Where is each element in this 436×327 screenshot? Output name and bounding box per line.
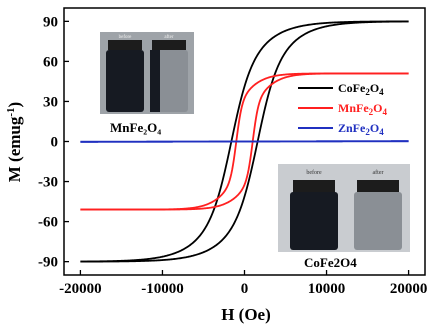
x-tick-label: 0 — [241, 281, 249, 297]
y-axis-title: M (emug-1) — [5, 102, 24, 182]
photo-right-caption: CoFe2O4 — [304, 255, 357, 270]
photo-left-after-label: after — [164, 35, 173, 40]
legend-label-mnfe2o4: MnFe2O4 — [338, 101, 388, 117]
legend: CoFe2O4 MnFe2O4 ZnFe2O4 — [298, 81, 388, 137]
y-tick-label: 0 — [51, 135, 59, 151]
photo-left-before-label: before — [119, 35, 133, 40]
y-tick-label: -90 — [38, 255, 58, 271]
photo-right-vial-after-cap — [357, 180, 399, 192]
y-tick-label: 30 — [43, 94, 58, 110]
x-tick-label: 10000 — [308, 281, 346, 297]
legend-label-cofe2o4: CoFe2O4 — [338, 81, 384, 97]
y-tick-label: -60 — [38, 215, 58, 231]
hysteresis-curves — [80, 20, 409, 263]
photo-inset-mnfe2o4: before after MnFe₂O₄ — [100, 32, 194, 135]
photo-left-vial-after-sediment — [150, 50, 160, 112]
photo-right-before-label: before — [306, 169, 322, 176]
series-mnfe2o4-descending-branch — [80, 72, 409, 211]
photo-right-after-label: after — [373, 169, 384, 176]
x-tick-label: 20000 — [390, 281, 428, 297]
photo-right-vial-before-cap — [293, 180, 335, 192]
x-axis-title: H (Oe) — [221, 305, 271, 324]
photo-left-vial-before-cap — [108, 40, 142, 50]
photo-left-caption: MnFe₂O₄ — [110, 120, 161, 135]
photo-left-vial-after-cap — [152, 40, 186, 50]
x-tick-label: -20000 — [59, 281, 102, 297]
y-tick-label: 60 — [43, 54, 58, 70]
y-tick-label: -30 — [38, 175, 58, 191]
series-cofe2o4-descending-branch — [80, 20, 409, 263]
photo-right-vial-before-body — [290, 192, 338, 250]
photo-left-vial-before-body — [106, 50, 144, 112]
series-znfe2o4-descending-branch — [80, 140, 409, 143]
legend-label-znfe2o4: ZnFe2O4 — [338, 121, 384, 137]
photo-inset-cofe2o4: before after CoFe2O4 — [278, 164, 410, 270]
photo-right-vial-after-body — [354, 192, 402, 250]
series-cofe2o4-ascending-branch — [80, 20, 409, 263]
y-tick-label: 90 — [43, 14, 58, 30]
axis-ticks: -20000 -10000 0 10000 20000 -90 -60 -30 0 30 60 90 — [38, 14, 427, 297]
x-tick-label: -10000 — [141, 281, 184, 297]
